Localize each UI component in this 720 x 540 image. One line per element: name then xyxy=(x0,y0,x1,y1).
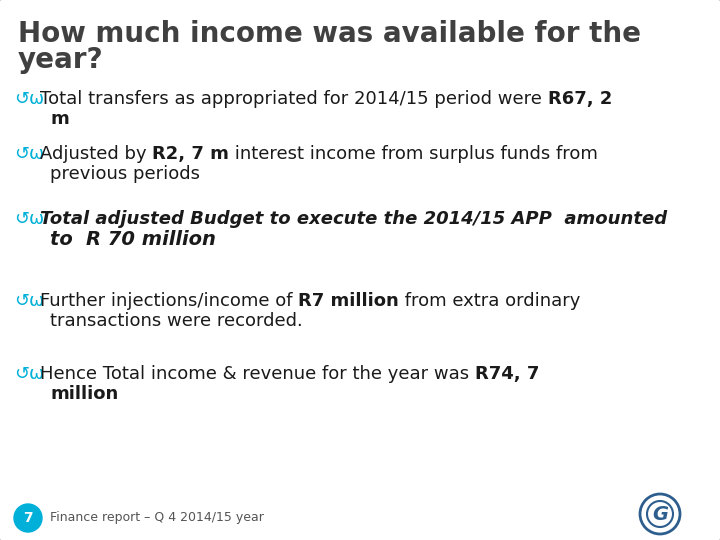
Text: ↺ω: ↺ω xyxy=(14,365,44,383)
Text: R2, 7 m: R2, 7 m xyxy=(153,145,229,163)
Text: R67, 2: R67, 2 xyxy=(548,90,612,108)
Text: 7: 7 xyxy=(23,511,33,525)
Text: G: G xyxy=(652,504,668,523)
Text: How much income was available for the: How much income was available for the xyxy=(18,20,641,48)
Text: to: to xyxy=(50,230,86,249)
Text: Further injections/income of: Further injections/income of xyxy=(40,292,298,310)
Text: ↺ω: ↺ω xyxy=(14,145,44,163)
Text: Hence Total income & revenue for the year was: Hence Total income & revenue for the yea… xyxy=(40,365,475,383)
Text: m: m xyxy=(50,110,68,128)
Text: Total transfers as appropriated for 2014/15 period were: Total transfers as appropriated for 2014… xyxy=(40,90,548,108)
Text: ↺ω: ↺ω xyxy=(14,90,44,108)
Text: million: million xyxy=(50,385,118,403)
Text: R 70 million: R 70 million xyxy=(86,230,216,249)
Text: interest income from surplus funds from: interest income from surplus funds from xyxy=(229,145,598,163)
Text: transactions were recorded.: transactions were recorded. xyxy=(50,312,302,330)
Text: from extra ordinary: from extra ordinary xyxy=(399,292,580,310)
Text: previous periods: previous periods xyxy=(50,165,200,183)
Circle shape xyxy=(14,504,42,532)
Text: R7 million: R7 million xyxy=(298,292,399,310)
Text: Total adjusted Budget to execute the 2014/15 APP  amounted: Total adjusted Budget to execute the 201… xyxy=(40,210,667,228)
Text: year?: year? xyxy=(18,46,104,74)
Text: Finance report – Q 4 2014/15 year: Finance report – Q 4 2014/15 year xyxy=(50,511,264,524)
Text: R74, 7: R74, 7 xyxy=(475,365,539,383)
Text: ↺ω: ↺ω xyxy=(14,210,44,228)
Text: Adjusted by: Adjusted by xyxy=(40,145,153,163)
Text: ↺ω: ↺ω xyxy=(14,292,44,310)
Circle shape xyxy=(640,494,680,534)
